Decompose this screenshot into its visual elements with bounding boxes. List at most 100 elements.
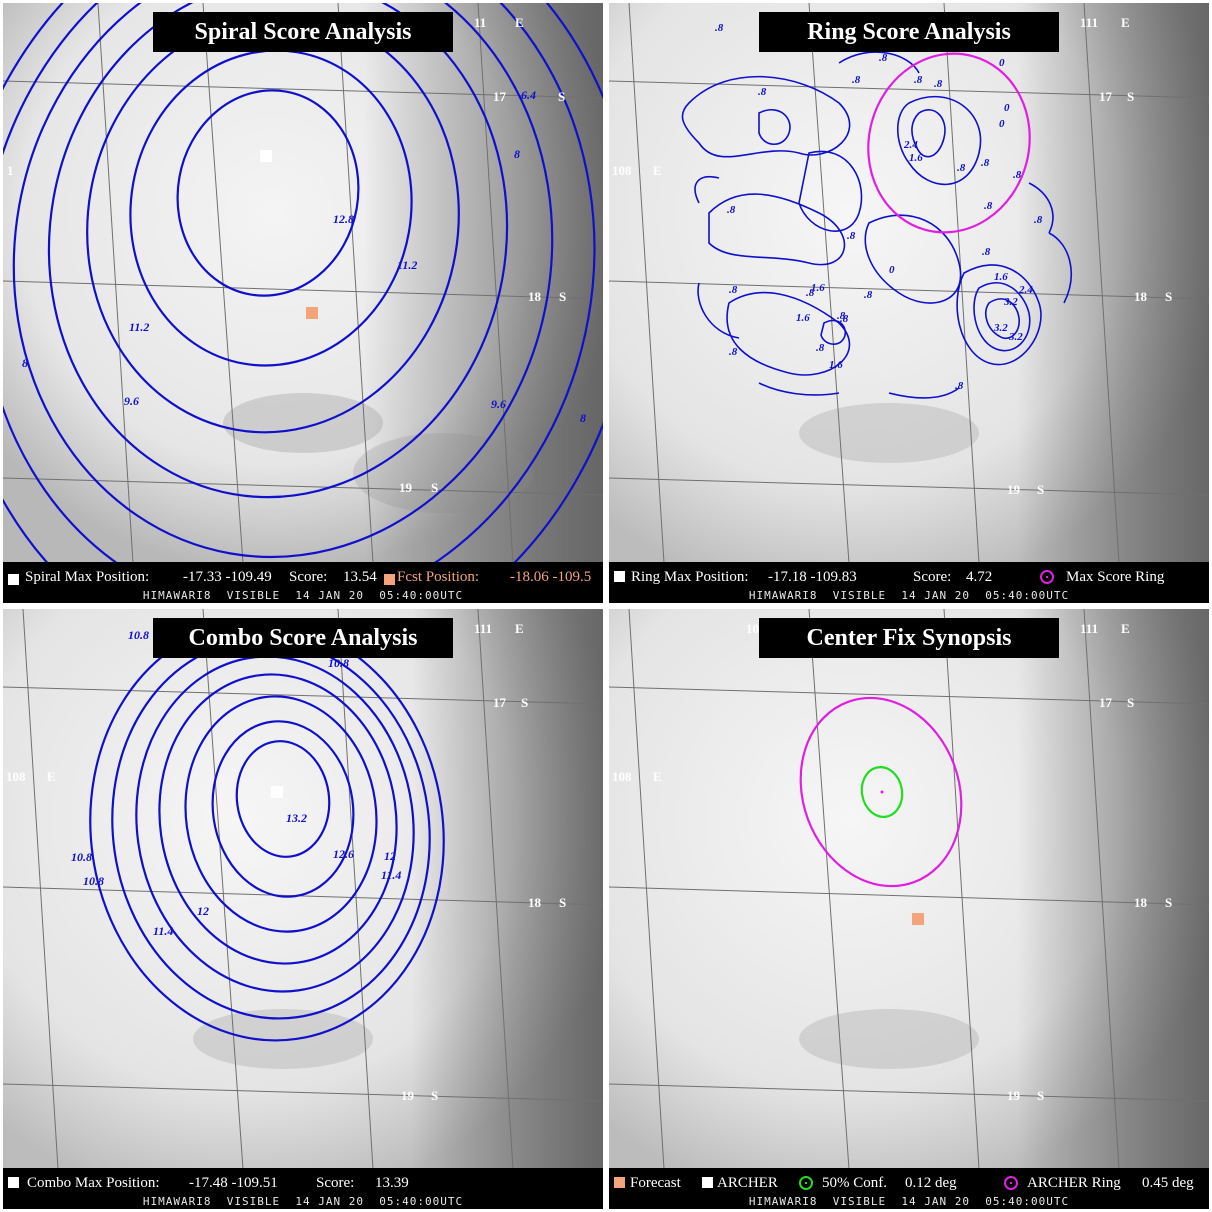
- legend-score-value: 4.72: [966, 569, 993, 585]
- grid-label: 108: [612, 769, 632, 784]
- grid-label: 1: [7, 163, 14, 178]
- image-subtitle: HIMAWARI8 VISIBLE 14 JAN 20 05:40:00UTC: [142, 1195, 464, 1208]
- panel-footer: Forecast ARCHER 50% Conf. 0.12 deg ARCHE…: [609, 1168, 1209, 1209]
- white-square-icon: [8, 571, 19, 585]
- grid-label: 111: [1080, 15, 1099, 30]
- forecast-position-marker: [912, 913, 924, 925]
- grid-label: E: [515, 15, 524, 30]
- grid-label: S: [559, 289, 567, 304]
- legend-max-value: -17.33 -109.49: [183, 569, 272, 585]
- legend-score-label: Score:: [289, 569, 328, 585]
- lat-lon-grid: [3, 609, 603, 1170]
- grid-label: 17: [493, 695, 506, 710]
- spiral-satellite-image: [3, 3, 603, 603]
- grid-label: 19: [401, 1088, 414, 1103]
- grid-label: S: [431, 1088, 439, 1103]
- grid-label: S: [1165, 895, 1173, 910]
- panel-title: Center Fix Synopsis: [759, 618, 1059, 658]
- legend-archer-label: ARCHER: [717, 1175, 778, 1191]
- grid-label: E: [653, 769, 662, 784]
- legend-max-label: Ring Max Position:: [631, 569, 749, 585]
- combo-max-marker: [271, 786, 283, 798]
- legend-fcst-value: -18.06 -109.5: [510, 569, 592, 585]
- grid-label: S: [1127, 89, 1135, 104]
- archer-center-point: [880, 790, 884, 794]
- lat-lon-grid: [609, 609, 1209, 1170]
- grid-label: 111: [474, 621, 493, 636]
- grid-label: S: [558, 89, 566, 104]
- image-subtitle: HIMAWARI8 VISIBLE 14 JAN 20 05:40:00UTC: [748, 589, 1070, 602]
- grid-label: S: [431, 480, 439, 495]
- spiral-score-panel: Spiral Score Analysis 11 E 17 S 18 S 19 …: [3, 3, 603, 603]
- grid-label: E: [1121, 621, 1130, 636]
- forecast-square-icon: [384, 571, 395, 591]
- image-subtitle: HIMAWARI8 VISIBLE 14 JAN 20 05:40:00UTC: [142, 589, 464, 602]
- grid-label: 108: [612, 163, 632, 178]
- legend-row: Spiral Max Position: -17.33 -109.49 Scor…: [3, 567, 603, 587]
- panel-title: Ring Score Analysis: [759, 12, 1059, 52]
- legend-row: Combo Max Position: -17.48 -109.51 Score…: [3, 1173, 603, 1193]
- panel-title: Combo Score Analysis: [153, 618, 453, 658]
- legend-row: Ring Max Position: -17.18 -109.83 Score:…: [609, 567, 1209, 587]
- grid-label: 19: [1007, 1088, 1020, 1103]
- grid-label: S: [559, 895, 567, 910]
- grid-label: 17: [1099, 89, 1112, 104]
- lat-lon-grid: [3, 3, 603, 564]
- grid-label: S: [1165, 289, 1173, 304]
- forecast-position-marker: [306, 307, 318, 319]
- grid-label: E: [47, 769, 56, 784]
- grid-label: E: [1121, 15, 1130, 30]
- grid-label: S: [1037, 1088, 1045, 1103]
- center-fix-synopsis-panel: Center Fix Synopsis 10 111 E 17 S 108 E …: [609, 609, 1209, 1209]
- grid-label: 19: [399, 480, 412, 495]
- grid-label: 10: [746, 621, 759, 636]
- grid-label: 11: [474, 15, 487, 30]
- panel-footer: Combo Max Position: -17.48 -109.51 Score…: [3, 1168, 603, 1209]
- image-subtitle: HIMAWARI8 VISIBLE 14 JAN 20 05:40:00UTC: [748, 1195, 1070, 1208]
- legend-max-label: Spiral Max Position:: [25, 569, 150, 585]
- grid-label: 111: [1080, 621, 1099, 636]
- legend-max-value: -17.48 -109.51: [189, 1175, 278, 1191]
- combo-score-panel: Combo Score Analysis 111 E 17 S 108 E 18…: [3, 609, 603, 1209]
- legend-score-label: Score:: [316, 1175, 355, 1191]
- grid-label: S: [521, 695, 529, 710]
- grid-label: 17: [493, 89, 506, 104]
- combo-satellite-image: [3, 609, 603, 1209]
- grid-label: 18: [1134, 289, 1147, 304]
- legend-forecast-label: Forecast: [630, 1175, 681, 1191]
- grid-label: 17: [1099, 695, 1112, 710]
- legend-score-value: 13.54: [343, 569, 377, 585]
- ring-score-contours: [681, 51, 1072, 399]
- grid-label: 18: [528, 895, 541, 910]
- grid-label: 108: [6, 769, 26, 784]
- legend-max-label: Combo Max Position:: [27, 1175, 160, 1191]
- grid-label: 18: [528, 289, 541, 304]
- ring-score-panel: Ring Score Analysis 111 E 17 S 108 E 18 …: [609, 3, 1209, 603]
- legend-score-label: Score:: [913, 569, 952, 585]
- legend-max-value: -17.18 -109.83: [768, 569, 857, 585]
- max-score-ring: [867, 52, 1031, 234]
- grid-label: 19: [1007, 482, 1020, 497]
- panel-footer: Spiral Max Position: -17.33 -109.49 Scor…: [3, 562, 603, 603]
- synopsis-satellite-image: [609, 609, 1209, 1209]
- grid-label: E: [515, 621, 524, 636]
- legend-conf-label: 50% Conf.: [822, 1175, 887, 1191]
- legend-ring-label: ARCHER Ring: [1027, 1175, 1121, 1191]
- grid-label: S: [1127, 695, 1135, 710]
- lat-lon-grid: [609, 3, 1209, 564]
- legend-ring-label: Max Score Ring: [1066, 569, 1165, 585]
- ring-satellite-image: [609, 3, 1209, 603]
- legend-row: Forecast ARCHER 50% Conf. 0.12 deg ARCHE…: [609, 1173, 1209, 1193]
- legend-score-value: 13.39: [375, 1175, 409, 1191]
- panel-title: Spiral Score Analysis: [153, 12, 453, 52]
- archer-50pct-confidence: [860, 766, 904, 818]
- spiral-max-marker: [260, 150, 272, 162]
- grid-label: 18: [1134, 895, 1147, 910]
- panel-footer: Ring Max Position: -17.18 -109.83 Score:…: [609, 562, 1209, 603]
- archer-ring: [799, 696, 963, 888]
- legend-fcst-label: Fcst Position:: [397, 569, 480, 585]
- grid-label: E: [653, 163, 662, 178]
- legend-conf-value: 0.12 deg: [905, 1175, 957, 1191]
- grid-label: S: [1037, 482, 1045, 497]
- legend-ring-value: 0.45 deg: [1142, 1175, 1194, 1191]
